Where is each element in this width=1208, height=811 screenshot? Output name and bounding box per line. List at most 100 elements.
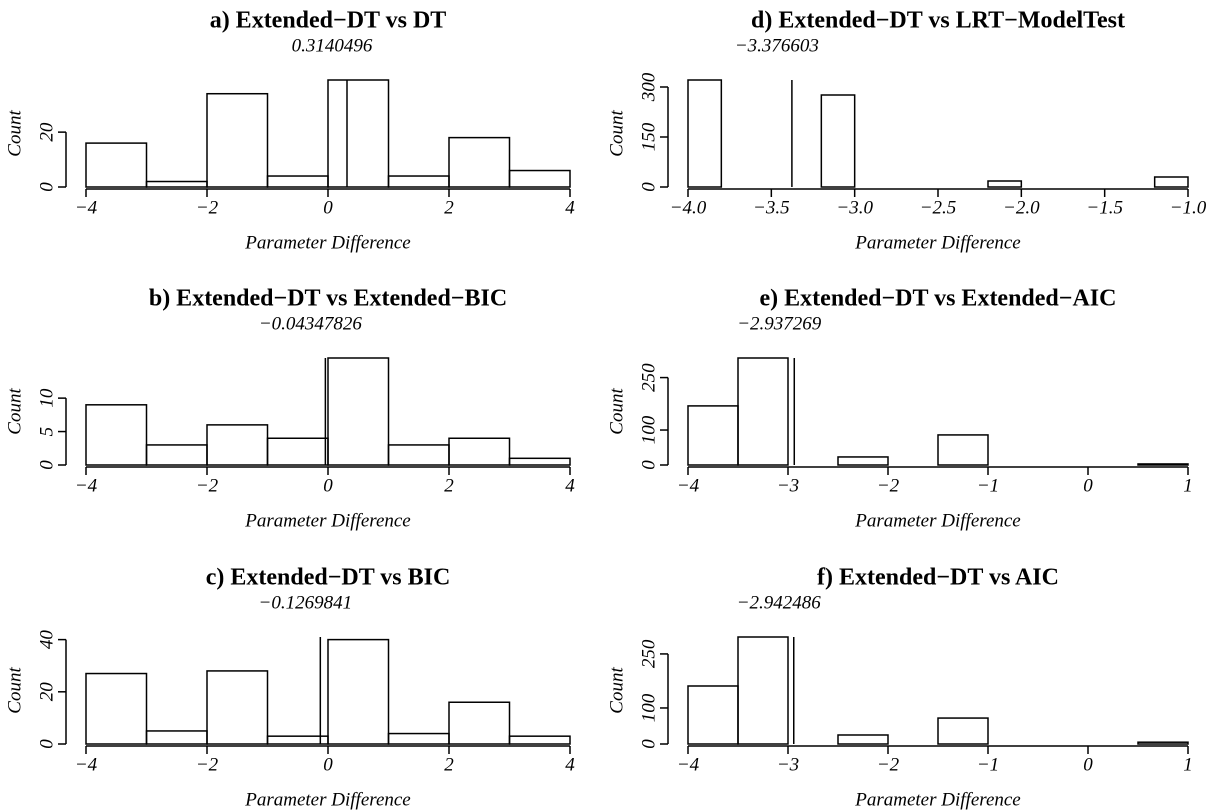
x-tick-label: −4 xyxy=(75,754,98,775)
x-axis-label: Parameter Difference xyxy=(854,789,1021,810)
x-tick-label: 2 xyxy=(444,197,454,218)
bar xyxy=(387,444,450,466)
y-tick-label: 250 xyxy=(638,363,659,392)
mean-label: 0.3140496 xyxy=(292,35,373,56)
bar xyxy=(327,357,390,466)
x-tick-label: −2.0 xyxy=(1003,197,1040,218)
bar xyxy=(448,437,511,466)
x-tick-label: 4 xyxy=(565,197,575,218)
bar xyxy=(266,735,329,745)
y-tick-label: 100 xyxy=(638,693,659,722)
mean-label: −2.937269 xyxy=(737,313,822,334)
x-axis-label: Parameter Difference xyxy=(854,232,1021,253)
bar xyxy=(145,730,208,745)
bar xyxy=(327,638,390,745)
x-tick-label: −2 xyxy=(196,475,219,496)
y-tick-label: 5 xyxy=(36,427,57,437)
bar xyxy=(737,636,789,745)
x-tick-label: 0 xyxy=(1083,475,1093,496)
y-tick-label: 20 xyxy=(36,122,57,142)
y-tick-label: 20 xyxy=(36,682,57,702)
bar xyxy=(937,434,989,466)
y-tick-label: 0 xyxy=(36,739,57,749)
y-tick-label: 150 xyxy=(638,122,659,151)
panel-title: e) Extended−DT vs Extended−AIC xyxy=(760,286,1117,312)
x-tick-label: −4 xyxy=(677,754,700,775)
x-tick-label: −4.0 xyxy=(670,197,707,218)
panel-title: c) Extended−DT vs BIC xyxy=(206,565,451,591)
bar xyxy=(85,142,148,188)
x-tick-label: 4 xyxy=(565,475,575,496)
bar xyxy=(508,169,571,188)
mean-label: −2.942486 xyxy=(737,592,822,613)
bar xyxy=(448,701,511,745)
bar xyxy=(508,457,571,466)
y-axis-label: Count xyxy=(606,388,627,435)
bar xyxy=(837,734,889,745)
bar xyxy=(387,175,450,188)
x-tick-label: −1.5 xyxy=(1086,197,1123,218)
y-axis-label: Count xyxy=(4,667,25,714)
x-tick-label: 0 xyxy=(323,754,333,775)
panel-title: f) Extended−DT vs AIC xyxy=(817,565,1059,591)
y-tick-label: 10 xyxy=(36,388,57,408)
x-tick-label: −4 xyxy=(75,475,98,496)
x-axis-label: Parameter Difference xyxy=(244,232,411,253)
x-tick-label: −1 xyxy=(977,475,999,496)
bar xyxy=(145,180,208,188)
bar xyxy=(266,175,329,188)
x-tick-label: −3 xyxy=(777,475,799,496)
bar xyxy=(327,79,390,188)
x-tick-label: 4 xyxy=(565,754,575,775)
bar xyxy=(820,94,856,188)
bar xyxy=(1137,463,1189,466)
panel-title: b) Extended−DT vs Extended−BIC xyxy=(149,286,507,312)
x-tick-label: −1 xyxy=(977,754,999,775)
x-tick-label: 1 xyxy=(1183,475,1193,496)
bar xyxy=(737,357,789,466)
panel-title: a) Extended−DT vs DT xyxy=(210,8,447,34)
bar xyxy=(206,670,269,745)
x-tick-label: −2 xyxy=(196,197,219,218)
mean-label: −3.376603 xyxy=(735,35,819,56)
mean-label: −0.1269841 xyxy=(259,592,353,613)
x-tick-label: 2 xyxy=(444,754,454,775)
x-tick-label: 1 xyxy=(1183,754,1193,775)
bar xyxy=(1153,176,1189,188)
bar xyxy=(448,136,511,188)
y-tick-label: 40 xyxy=(36,630,57,650)
y-axis-label: Count xyxy=(606,110,627,157)
y-tick-label: 0 xyxy=(638,739,659,749)
bar xyxy=(508,735,571,745)
bar xyxy=(687,79,723,188)
bar xyxy=(145,444,208,466)
x-axis-label: Parameter Difference xyxy=(244,789,411,810)
y-tick-label: 300 xyxy=(638,72,659,102)
x-tick-label: −3.0 xyxy=(836,197,873,218)
x-tick-label: 2 xyxy=(444,475,454,496)
x-tick-label: −2 xyxy=(196,754,219,775)
y-axis-label: Count xyxy=(4,110,25,157)
bar xyxy=(206,92,269,188)
bar xyxy=(987,180,1023,188)
x-tick-label: −2.5 xyxy=(920,197,957,218)
y-tick-label: 250 xyxy=(638,639,659,668)
x-tick-label: 0 xyxy=(323,475,333,496)
x-axis-label: Parameter Difference xyxy=(244,510,411,531)
bar xyxy=(1137,741,1189,745)
x-axis-label: Parameter Difference xyxy=(854,510,1021,531)
panel-title: d) Extended−DT vs LRT−ModelTest xyxy=(751,8,1125,34)
x-tick-label: −3 xyxy=(777,754,799,775)
x-tick-label: −2 xyxy=(877,754,900,775)
bar xyxy=(837,456,889,466)
bar xyxy=(266,437,329,466)
bar xyxy=(85,672,148,745)
y-tick-label: 0 xyxy=(36,182,57,192)
x-tick-label: 0 xyxy=(323,197,333,218)
x-tick-label: −3.5 xyxy=(753,197,790,218)
x-tick-label: −4 xyxy=(75,197,98,218)
x-tick-label: −1.0 xyxy=(1170,197,1207,218)
bar xyxy=(85,404,148,466)
y-tick-label: 0 xyxy=(638,460,659,470)
